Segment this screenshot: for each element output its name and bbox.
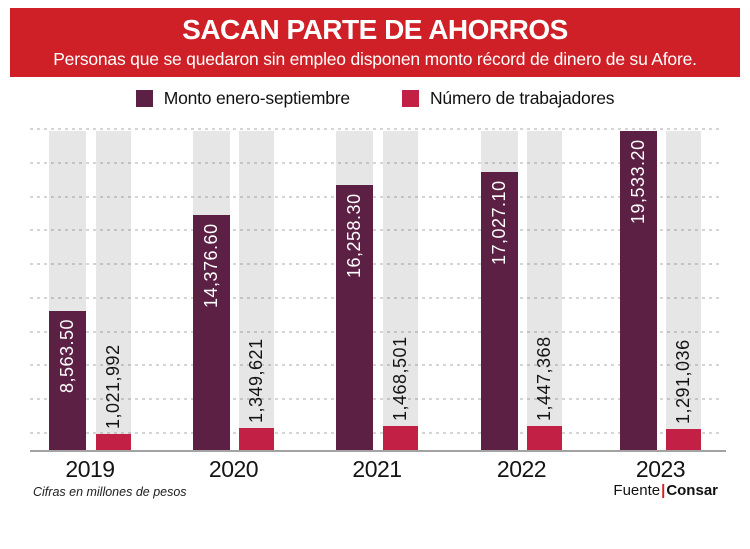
axis-label-2022: 2022 xyxy=(496,456,547,482)
legend-swatch-monto xyxy=(135,90,153,107)
chart-legend: Monto enero-septiembre Número de trabaja… xyxy=(0,88,750,109)
source-prefix: Fuente xyxy=(613,482,661,499)
gridline xyxy=(30,229,722,231)
source-credit: Fuente|Consar xyxy=(613,482,718,499)
bar-track-trabajadores-2021 xyxy=(383,131,418,451)
value-label-trabajadores-2020: 1,349,621 xyxy=(246,338,266,423)
gridline xyxy=(30,263,722,265)
value-label-monto-2023: 19,533.20 xyxy=(628,139,648,224)
value-label-trabajadores-2023: 1,291,036 xyxy=(673,339,693,424)
bar-chart: 8,563.50 1,021,992 2019 14,376.60 1,349,621 2… xyxy=(30,128,726,482)
bar-trabajadores-2019 xyxy=(96,434,131,451)
bar-monto-2023 xyxy=(620,131,657,451)
gridline xyxy=(30,162,722,164)
page-title: SACAN PARTE DE AHORROS xyxy=(182,14,568,46)
value-label-trabajadores-2022: 1,447,368 xyxy=(534,336,554,421)
axis-label-2021: 2021 xyxy=(352,456,402,482)
legend-item-monto: Monto enero-septiembre xyxy=(135,88,350,109)
axis-label-2019: 2019 xyxy=(65,456,115,482)
bar-trabajadores-2022 xyxy=(527,426,562,451)
value-label-monto-2019: 8,563.50 xyxy=(57,319,77,394)
legend-item-trabajadores: Número de trabajadores xyxy=(401,88,615,109)
legend-swatch-trabajadores xyxy=(401,90,419,107)
bar-trabajadores-2021 xyxy=(383,426,418,451)
bar-track-trabajadores-2023 xyxy=(666,131,701,451)
chart-note: Cifras en millones de pesos xyxy=(33,485,187,499)
gridline xyxy=(30,398,722,400)
bar-trabajadores-2020 xyxy=(239,428,274,451)
bar-track-trabajadores-2019 xyxy=(96,131,131,451)
gridline xyxy=(30,297,722,299)
bar-monto-2019 xyxy=(49,311,86,451)
page-subtitle: Personas que se quedaron sin empleo disp… xyxy=(53,48,697,69)
bar-monto-2022 xyxy=(481,172,518,451)
bar-trabajadores-2023 xyxy=(666,429,701,451)
gridline xyxy=(30,331,722,333)
axis-label-2020: 2020 xyxy=(208,456,259,482)
bar-monto-2021 xyxy=(336,185,373,451)
axis-label-2023: 2023 xyxy=(635,456,686,482)
gridline xyxy=(30,364,722,366)
value-label-monto-2021: 16,258.30 xyxy=(344,193,364,278)
value-label-monto-2022: 17,027.10 xyxy=(489,180,509,265)
legend-label-trabajadores: Número de trabajadores xyxy=(429,88,615,108)
value-label-monto-2020: 14,376.60 xyxy=(201,223,221,308)
gridline xyxy=(30,196,722,198)
value-label-trabajadores-2019: 1,021,992 xyxy=(103,344,123,429)
source-separator: | xyxy=(661,482,666,499)
header-banner: SACAN PARTE DE AHORROS Personas que se q… xyxy=(10,8,740,77)
source-name: Consar xyxy=(666,482,718,499)
legend-label-monto: Monto enero-septiembre xyxy=(163,88,350,108)
bar-track-trabajadores-2020 xyxy=(239,131,274,451)
gridline xyxy=(30,432,722,434)
bar-track-trabajadores-2022 xyxy=(527,131,562,451)
value-label-trabajadores-2021: 1,468,501 xyxy=(390,336,410,421)
bar-monto-2020 xyxy=(193,215,230,451)
gridline xyxy=(30,128,722,130)
x-axis-line xyxy=(30,450,726,452)
